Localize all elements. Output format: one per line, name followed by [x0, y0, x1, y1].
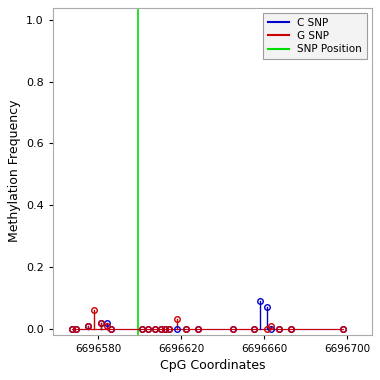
Y-axis label: Methylation Frequency: Methylation Frequency: [8, 100, 21, 242]
Legend: C SNP, G SNP, SNP Position: C SNP, G SNP, SNP Position: [263, 13, 367, 59]
X-axis label: CpG Coordinates: CpG Coordinates: [160, 359, 265, 372]
